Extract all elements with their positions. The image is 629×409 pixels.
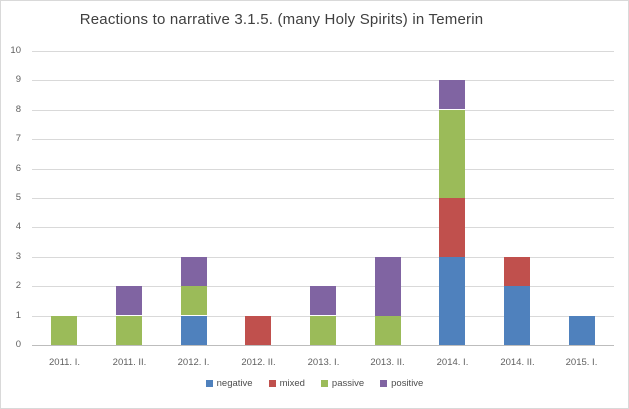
x-tick-label-9: 2015. I. — [565, 357, 598, 368]
y-tick-label-3: 3 — [15, 251, 21, 262]
gridline-y9 — [32, 80, 614, 81]
x-axis-line — [32, 345, 614, 346]
legend-label-negative: negative — [216, 378, 253, 389]
legend-swatch-negative — [205, 380, 213, 387]
gridline-y3 — [32, 257, 614, 258]
chart-title: Reactions to narrative 3.1.5. (many Holy… — [79, 11, 484, 28]
bar-segment-positive-2013-I- — [310, 286, 336, 315]
bar-segment-positive-2011-II- — [116, 286, 142, 315]
legend: negative mixed passive positive — [1, 378, 628, 389]
bar-segment-passive-2012-I- — [181, 286, 207, 315]
bar-segment-mixed-2014-I- — [439, 198, 465, 257]
bar-segment-passive-2014-I- — [439, 110, 465, 198]
y-tick-label-7: 7 — [15, 133, 21, 144]
bar-segment-negative-2015-I- — [569, 316, 595, 345]
y-tick-label-8: 8 — [15, 104, 21, 115]
y-tick-label-4: 4 — [15, 221, 21, 232]
bar-segment-passive-2013-I- — [310, 316, 336, 345]
y-tick-label-6: 6 — [15, 163, 21, 174]
legend-label-positive: positive — [391, 378, 424, 389]
gridline-y4 — [32, 227, 614, 228]
gridline-y8 — [32, 110, 614, 111]
gridline-y10 — [32, 51, 614, 52]
bar-segment-mixed-2012-II- — [245, 316, 271, 345]
x-tick-label-4: 2012. II. — [241, 357, 276, 368]
x-tick-label-3: 2012. I. — [177, 357, 210, 368]
y-tick-label-1: 1 — [15, 310, 21, 321]
y-tick-label-0: 0 — [15, 339, 21, 350]
legend-item-positive: positive — [380, 378, 423, 389]
bar-segment-passive-2011-II- — [116, 316, 142, 345]
x-tick-label-8: 2014. II. — [500, 357, 535, 368]
bar-segment-negative-2014-I- — [439, 257, 465, 345]
gridline-y6 — [32, 169, 614, 170]
legend-swatch-mixed — [268, 380, 276, 387]
gridline-y7 — [32, 139, 614, 140]
y-tick-label-2: 2 — [15, 280, 21, 291]
legend-item-negative: negative — [205, 378, 253, 389]
x-tick-label-7: 2014. I. — [436, 357, 469, 368]
x-tick-label-6: 2013. II. — [370, 357, 405, 368]
x-tick-label-5: 2013. I. — [307, 357, 340, 368]
bar-segment-negative-2014-II- — [504, 286, 530, 345]
legend-item-passive: passive — [320, 378, 365, 389]
bar-segment-mixed-2014-II- — [504, 257, 530, 286]
x-tick-label-1: 2011. I. — [49, 357, 80, 368]
bar-segment-positive-2014-I- — [439, 80, 465, 109]
y-tick-label-5: 5 — [15, 192, 21, 203]
gridline-y5 — [32, 198, 614, 199]
y-tick-label-10: 10 — [10, 45, 21, 56]
bar-segment-positive-2012-I- — [181, 257, 207, 286]
y-tick-label-9: 9 — [15, 74, 21, 85]
legend-swatch-passive — [320, 380, 328, 387]
bar-segment-passive-2013-II- — [375, 316, 401, 345]
legend-item-mixed: mixed — [268, 378, 305, 389]
bar-segment-passive-2011-I- — [51, 316, 77, 345]
legend-label-passive: passive — [331, 378, 365, 389]
bar-segment-positive-2013-II- — [375, 257, 401, 316]
legend-label-mixed: mixed — [279, 378, 305, 389]
bar-segment-negative-2012-I- — [181, 316, 207, 345]
legend-swatch-positive — [380, 380, 388, 387]
x-tick-label-2: 2011. II. — [112, 357, 147, 368]
